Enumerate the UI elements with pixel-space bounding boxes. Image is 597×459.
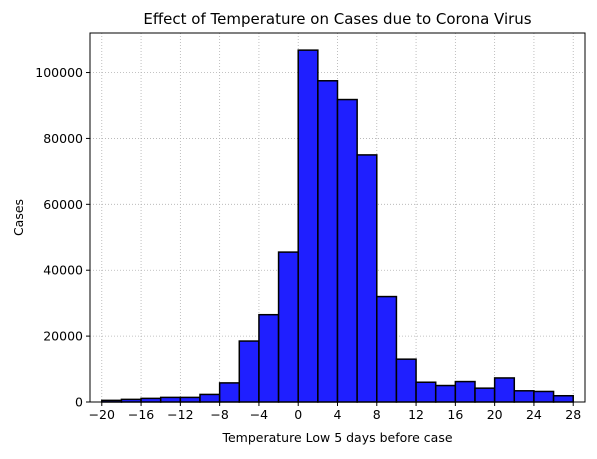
- histogram-bar: [317, 80, 339, 403]
- x-tick-label: 4: [334, 407, 342, 422]
- histogram-bar: [140, 397, 162, 403]
- x-tick-label: −20: [89, 407, 115, 422]
- histogram-bar: [376, 295, 398, 403]
- x-tick-label: 8: [373, 407, 381, 422]
- histogram-bar: [199, 393, 221, 403]
- y-tick-label: 0: [75, 395, 83, 410]
- x-tick-label: 28: [565, 407, 581, 422]
- histogram-bar: [513, 390, 535, 403]
- histogram-bar: [474, 387, 496, 403]
- histogram-bar: [493, 377, 516, 403]
- bars: [101, 49, 574, 403]
- y-axis-ticks: 0 20000 40000 60000 80000 100000: [35, 65, 90, 410]
- x-tick-label: −8: [210, 407, 228, 422]
- x-tick-label: 0: [294, 407, 302, 422]
- histogram-bar: [415, 381, 437, 403]
- x-axis-label: Temperature Low 5 days before case: [221, 430, 452, 445]
- y-tick-label: 60000: [43, 197, 83, 212]
- histogram-bar: [356, 154, 378, 403]
- x-tick-label: 24: [526, 407, 542, 422]
- x-axis-ticks: −20 −16 −12 −8 −4 0 4 8 12 16 20 24 28: [89, 402, 581, 422]
- x-tick-label: −12: [167, 407, 193, 422]
- y-tick-label: 40000: [43, 263, 83, 278]
- histogram-bar: [218, 382, 241, 403]
- histogram-bar: [238, 340, 260, 403]
- histogram-bar: [277, 251, 299, 403]
- histogram-bar: [336, 98, 358, 403]
- histogram-bar: [454, 380, 476, 403]
- y-tick-label: 80000: [43, 131, 83, 146]
- y-tick-label: 100000: [35, 65, 83, 80]
- histogram-bar: [179, 396, 201, 403]
- y-tick-label: 20000: [43, 329, 83, 344]
- x-tick-label: 20: [487, 407, 503, 422]
- histogram-bar: [258, 313, 280, 403]
- x-tick-label: −4: [250, 407, 268, 422]
- histogram-bar: [434, 384, 457, 403]
- histogram-bar: [552, 394, 574, 403]
- histogram-bar: [159, 396, 182, 403]
- x-tick-label: 16: [447, 407, 463, 422]
- histogram-bar: [533, 390, 555, 403]
- x-tick-label: −16: [128, 407, 154, 422]
- histogram-bar: [395, 358, 417, 403]
- y-axis-label: Cases: [11, 199, 26, 236]
- x-tick-label: 12: [408, 407, 424, 422]
- chart-title: Effect of Temperature on Cases due to Co…: [143, 10, 531, 28]
- histogram-bar: [297, 49, 319, 403]
